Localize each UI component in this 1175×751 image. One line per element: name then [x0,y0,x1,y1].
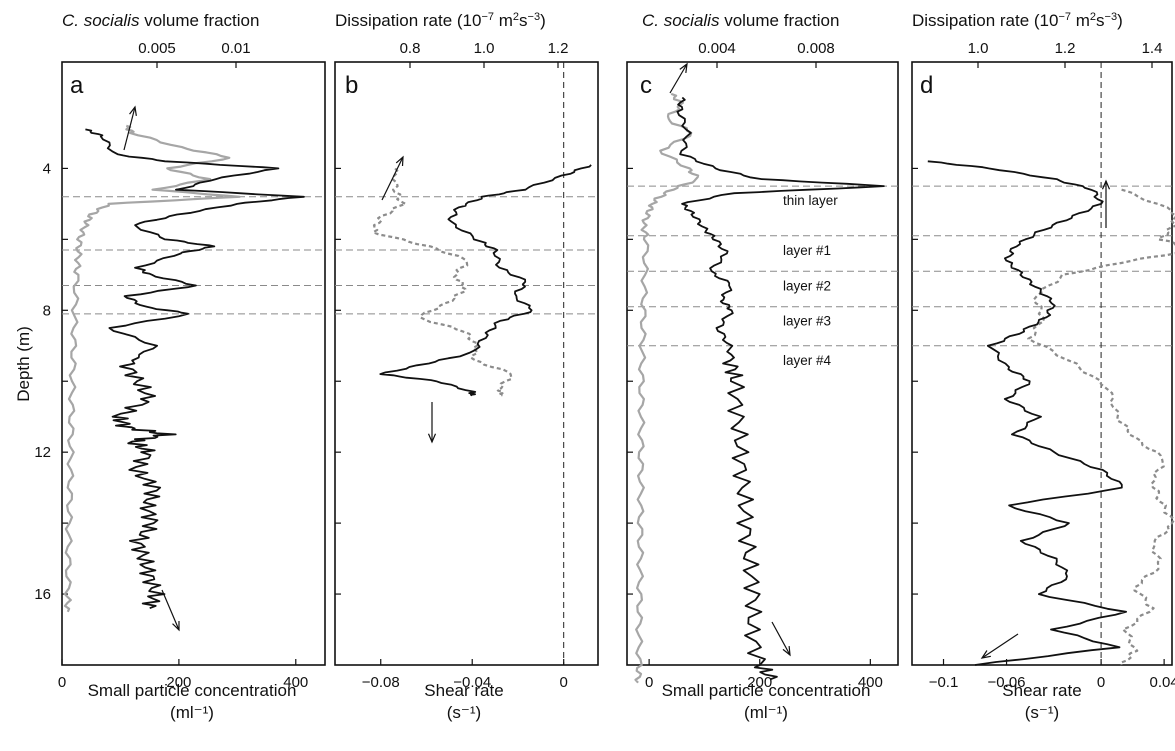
panel-b-arrow-down-head [427,433,437,444]
panel-a-bottom-tick-label-2: 400 [283,674,308,691]
panel-a-frame [61,61,326,666]
panel-c-layer-label-4: layer #4 [783,353,832,368]
panel-d-frame [911,61,1173,666]
panel-b-top-axis-title: Dissipation rate (10−7 m2s−3) [335,11,546,30]
panel-d-bottom-axis-unit: (s⁻¹) [1025,703,1059,722]
panel-a-bottom-tick-label-0: 0 [58,674,66,691]
panel-b-arrow-up [381,156,404,201]
panel-c-letter: c [640,72,652,99]
panel-a-bottom-axis-unit: (ml⁻¹) [170,703,214,722]
panel-a-top-tick-label-1: 0.01 [221,40,250,57]
panel-c-arrow-up-head [679,62,688,74]
panel-a-series-c-socialis-volume-fraction [63,124,241,613]
panel-c-layer-label-0: thin layer [783,193,838,208]
panel-b-bottom-tick-label-2: 0 [560,674,568,691]
panel-a-top-tick-label-0: 0.005 [138,40,176,57]
panel-a-bottom-tick-label-1: 200 [166,674,191,691]
panel-d-bottom-tick-label-0: −0.1 [929,674,959,691]
panel-d-series-dissipation-rate [1027,188,1175,666]
panel-b-series-shear-rate [379,164,592,397]
panel-a-series-small-particle-concentration [85,128,305,610]
panel-b-arrow-up-head [395,155,404,167]
depth-tick-label-1: 8 [43,302,51,319]
panel-a-letter: a [70,72,84,99]
panel-d-arrow-down [981,633,1019,659]
panel-b-bottom-axis-unit: (s⁻¹) [447,703,481,722]
panel-b-bottom-tick-label-0: −0.08 [362,674,400,691]
panel-c-bottom-axis-unit: (ml⁻¹) [744,703,788,722]
panel-b-bottom-axis-title: Shear rate [424,681,503,700]
panel-c-frame [626,61,899,666]
panel-b-top-tick-label-2: 1.2 [548,40,569,57]
panel-c: C. socialis volume fraction c Small part… [626,11,899,722]
panel-b-top-tick-label-1: 1.0 [474,40,495,57]
left-axis-title: Depth (m) [14,326,33,402]
panel-c-layer-label-1: layer #1 [783,243,831,258]
panel-b: Dissipation rate (10−7 m2s−3) b Shear ra… [334,11,599,722]
panel-c-layer-label-2: layer #2 [783,278,831,293]
panel-d-top-tick-label-2: 1.4 [1142,40,1163,57]
depth-tick-label-2: 12 [34,444,51,461]
panel-b-top-tick-label-0: 0.8 [400,40,421,57]
depth-tick-label-3: 16 [34,586,51,603]
panel-b-letter: b [345,72,358,99]
panel-d: Dissipation rate (10−7 m2s−3) d Shear ra… [911,11,1175,722]
panel-c-bottom-tick-label-1: 200 [747,674,772,691]
panel-a-arrow-down-head [172,620,180,632]
panel-c-top-tick-label-0: 0.004 [698,40,736,57]
panel-a-top-axis-title: C. socialis volume fraction [62,11,259,30]
panel-d-arrow-down-head [980,650,991,659]
panel-c-bottom-tick-label-2: 400 [858,674,883,691]
panel-d-bottom-tick-label-2: 0 [1097,674,1105,691]
panel-c-top-axis-title: C. socialis volume fraction [642,11,839,30]
panel-b-bottom-tick-label-1: −0.04 [453,674,491,691]
panel-d-top-tick-label-1: 1.2 [1055,40,1076,57]
panel-c-arrow-up [669,63,688,94]
panel-d-top-tick-label-0: 1.0 [968,40,989,57]
panel-c-layer-label-3: layer #3 [783,314,831,329]
panel-a: C. socialis volume fraction a Small part… [14,11,326,722]
panel-c-top-tick-label-1: 0.008 [797,40,835,57]
depth-tick-label-0: 4 [43,160,51,177]
panel-b-series-dissipation-rate [372,167,513,397]
panel-d-bottom-tick-label-3: 0.04 [1150,674,1175,691]
panel-c-series-c-socialis-volume-fraction [634,92,700,684]
panel-a-bottom-axis-title: Small particle concentration [88,681,297,700]
panel-a-arrow-up-head [129,105,137,116]
panel-a-arrow-down [161,589,180,631]
panel-d-top-axis-title: Dissipation rate (10−7 m2s−3) [912,11,1123,30]
panel-d-bottom-tick-label-1: −0.06 [988,674,1026,691]
panel-d-letter: d [920,72,933,99]
panel-c-arrow-down [771,621,791,656]
panel-d-bottom-axis-title: Shear rate [1002,681,1081,700]
panel-c-bottom-tick-label-0: 0 [645,674,653,691]
panel-c-series-small-particle-concentration [676,96,885,681]
panel-c-bottom-axis-title: Small particle concentration [662,681,871,700]
panel-d-series-shear-rate [927,160,1127,666]
panel-b-frame [334,61,599,666]
panel-c-arrow-down-head [782,645,791,657]
panel-d-arrow-up-head [1101,179,1111,190]
panel-a-arrow-up [123,106,136,151]
